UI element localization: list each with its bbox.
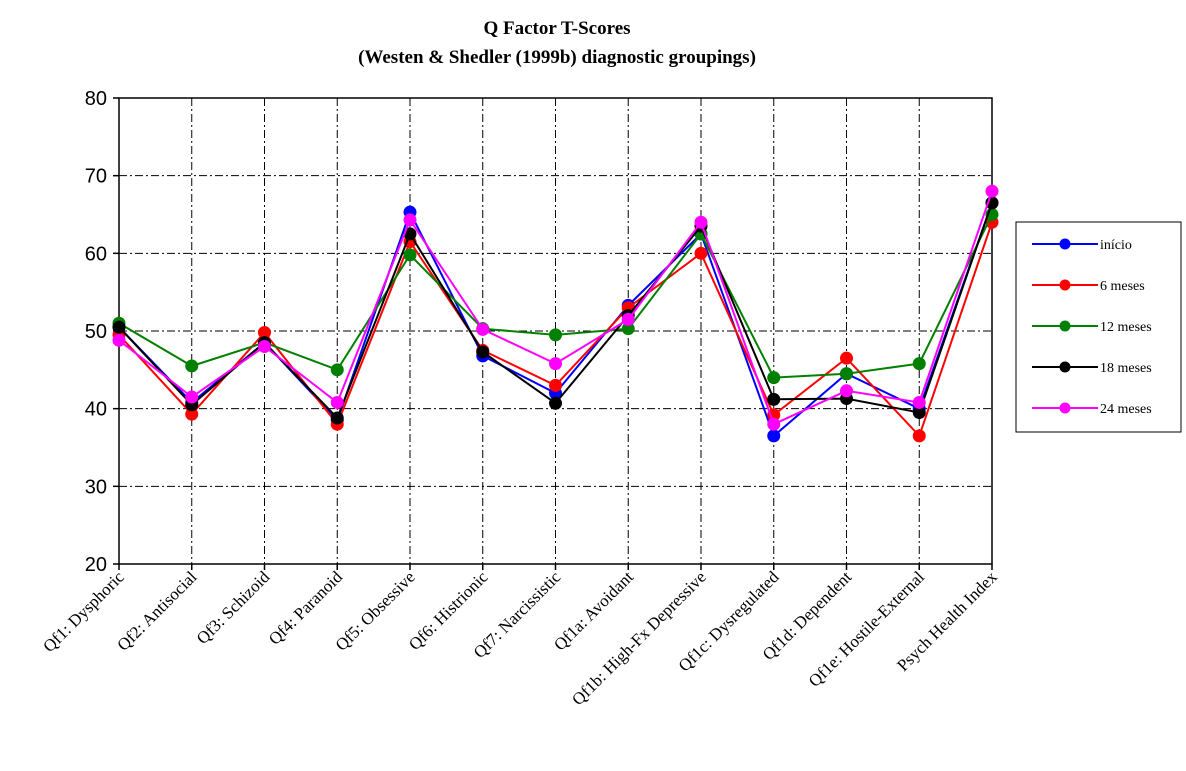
data-point [767,392,781,406]
x-tick-label: Qf1b: High-Fx Depressive [568,567,710,709]
legend-label: 24 meses [1100,402,1152,417]
x-tick-label: Qf4: Paranoid [265,567,347,649]
series-4 [112,184,999,431]
data-point [767,371,781,385]
data-point [840,367,853,381]
legend-label: 6 meses [1100,279,1145,294]
data-point [185,390,199,404]
data-point [840,351,853,365]
series-group [112,184,999,443]
data-point [403,213,417,227]
y-tick-label: 60 [85,243,107,265]
data-point [912,429,926,443]
y-tick-label: 20 [85,554,107,576]
data-point [767,417,781,431]
data-point [985,184,999,198]
data-point [330,395,344,409]
legend-marker [1059,361,1071,373]
legend-marker [1059,279,1071,291]
data-point [112,320,126,334]
data-point [258,326,271,340]
data-point [621,312,635,326]
data-point [621,322,635,336]
y-axis-ticks: 20 30 40 50 60 70 80 [85,88,119,576]
y-tick-label: 70 [85,166,107,188]
data-point [912,357,926,371]
y-tick-label: 50 [85,321,107,343]
data-point [549,328,562,342]
legend-label: 18 meses [1100,361,1152,376]
chart-title: Q Factor T-Scores [483,18,630,39]
y-tick-label: 30 [85,476,107,498]
data-point [112,333,126,347]
legend: início 6 meses 12 meses 18 meses 24 meses [1015,221,1182,433]
data-point [694,246,708,260]
x-tick-label: Qf3: Schizoid [193,567,274,648]
legend-label: 12 meses [1100,320,1152,335]
data-point [549,357,562,371]
y-tick-label: 80 [85,88,107,110]
legend-marker [1059,320,1071,332]
data-point [403,248,417,262]
data-point [330,363,344,377]
data-point [476,345,490,359]
data-point [840,384,853,398]
data-point [476,322,490,336]
legend-label: início [1100,238,1132,253]
data-point [694,215,708,229]
data-point [767,408,781,422]
legend-marker [1059,402,1071,414]
data-point [912,406,926,420]
data-point [767,429,781,443]
y-tick-label: 40 [85,399,107,421]
data-point [330,411,344,425]
data-point [549,396,562,410]
data-point [912,395,926,409]
data-point [258,340,271,354]
legend-marker [1059,238,1071,250]
chart-subtitle: (Westen & Shedler (1999b) diagnostic gro… [358,47,756,68]
data-point [185,407,199,421]
data-point [185,359,199,373]
data-point [549,378,562,392]
